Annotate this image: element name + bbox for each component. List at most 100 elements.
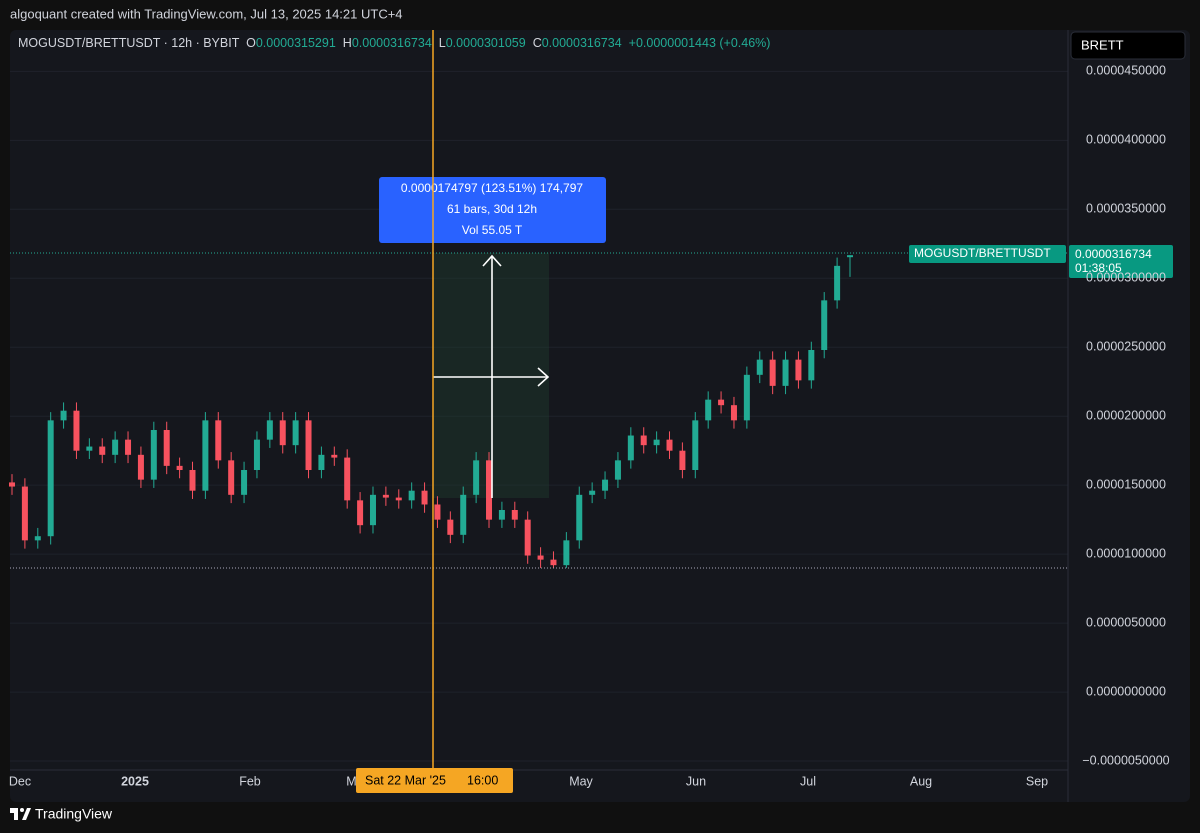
candle-body — [537, 555, 544, 560]
candle-body — [34, 536, 41, 541]
candle-body — [498, 510, 505, 520]
candle-body — [602, 479, 609, 491]
measure-arrows — [433, 254, 550, 498]
candle-body — [666, 439, 673, 451]
candle-body — [718, 399, 725, 406]
candle-body — [408, 490, 415, 501]
candle-body — [163, 430, 170, 466]
candle-body — [357, 500, 364, 526]
candle-body — [550, 559, 557, 566]
candle-body — [434, 504, 441, 520]
candle-body — [421, 490, 428, 505]
y-tick-label: 0.0000100000 — [1086, 546, 1166, 560]
y-tick-label: −0.0000050000 — [1082, 753, 1169, 767]
candle-body — [653, 439, 660, 446]
candle-body — [395, 497, 402, 501]
candle-body — [847, 255, 853, 258]
candle-body — [9, 482, 15, 487]
y-tick-label: 0.0000300000 — [1086, 271, 1166, 285]
candle-body — [305, 420, 312, 470]
candle-body — [279, 420, 286, 446]
search-text[interactable]: BRETT — [1081, 37, 1124, 52]
candle-body — [821, 300, 828, 350]
candle-body — [112, 439, 119, 455]
candle-body — [253, 439, 260, 470]
y-tick-label: 0.0000000000 — [1086, 684, 1166, 698]
ohlc-letter: H — [343, 36, 352, 50]
grid — [10, 70, 1068, 762]
candle-body — [614, 460, 621, 480]
candle-body — [640, 435, 647, 446]
measure-box — [379, 177, 606, 243]
candle-body — [589, 490, 596, 495]
candle-body — [524, 519, 531, 556]
x-tick-label: Feb — [239, 774, 261, 788]
candle-body — [73, 410, 80, 451]
candle-body — [189, 470, 196, 491]
y-tick-label: 0.0000400000 — [1086, 133, 1166, 147]
ohlc-value: 0.0000316734 — [352, 36, 432, 50]
candle-body — [511, 510, 518, 520]
symbol: MOGUSDT/BRETTUSDT · 12h · BYBIT — [18, 36, 240, 50]
candle-body — [795, 359, 802, 381]
measure-area — [433, 253, 549, 498]
y-tick-label: 0.0000200000 — [1086, 409, 1166, 423]
candle-body — [769, 359, 776, 386]
price-label: 0.0000316734 — [1075, 247, 1152, 261]
candle-body — [241, 470, 248, 495]
candle-body — [834, 265, 841, 301]
candle-body — [228, 460, 235, 495]
candles — [9, 255, 853, 568]
candle-body — [202, 420, 209, 491]
crosshair-time: 16:00 — [467, 773, 498, 787]
candle-body — [730, 405, 737, 421]
candle-body — [86, 446, 93, 451]
symbol-search[interactable] — [1070, 31, 1186, 60]
candle-body — [215, 420, 222, 461]
ohlc-value: 0.0000315291 — [256, 36, 336, 50]
x-tick-label: Jun — [686, 774, 706, 788]
crosshair-label-bg — [356, 768, 513, 793]
countdown: 01:38:05 — [1075, 261, 1122, 275]
brand: TradingView — [35, 806, 113, 822]
change: +0.0000001443 (+0.46%) — [629, 36, 771, 50]
ohlc-letter: O — [246, 36, 256, 50]
x-tick-label: May — [569, 774, 593, 788]
y-tick-label: 0.0000050000 — [1086, 615, 1166, 629]
candle-body — [21, 486, 28, 541]
candle-body — [318, 454, 325, 470]
candle-body — [292, 420, 299, 446]
candle-body — [176, 465, 183, 470]
watermark: algoquant created with TradingView.com, … — [10, 6, 403, 21]
candle-body — [705, 399, 712, 421]
candle-body — [460, 494, 467, 535]
candle-body — [627, 435, 634, 461]
candle-body — [486, 460, 493, 520]
candle-body — [808, 350, 815, 381]
candle-body — [137, 454, 144, 480]
x-tick-label: Sep — [1026, 774, 1048, 788]
symbol-label-bg — [909, 245, 1066, 263]
candle-body — [782, 359, 789, 386]
candle-body — [382, 494, 389, 498]
candle-body — [756, 359, 763, 375]
candle-body — [99, 446, 106, 455]
candle-body — [692, 420, 699, 470]
crosshair-date: Sat 22 Mar '25 — [365, 773, 446, 787]
candle-body — [266, 420, 273, 440]
x-tick-label: Jul — [800, 774, 816, 788]
candle-body — [47, 420, 54, 537]
candle-body — [344, 457, 351, 501]
legend: MOGUSDT/BRETTUSDT · 12h · BYBIT O0.000031… — [18, 36, 770, 50]
ohlc-letter: C — [533, 36, 542, 50]
candle-body — [743, 374, 750, 421]
candle-body — [473, 460, 480, 495]
candle-body — [563, 540, 570, 566]
y-tick-label: 0.0000250000 — [1086, 340, 1166, 354]
candle-body — [60, 410, 67, 421]
price-label-bg — [1069, 245, 1173, 278]
measure-text: 0.0000174797 (123.51%) 174,797 — [401, 181, 583, 195]
x-tick-label: 2025 — [121, 774, 149, 788]
